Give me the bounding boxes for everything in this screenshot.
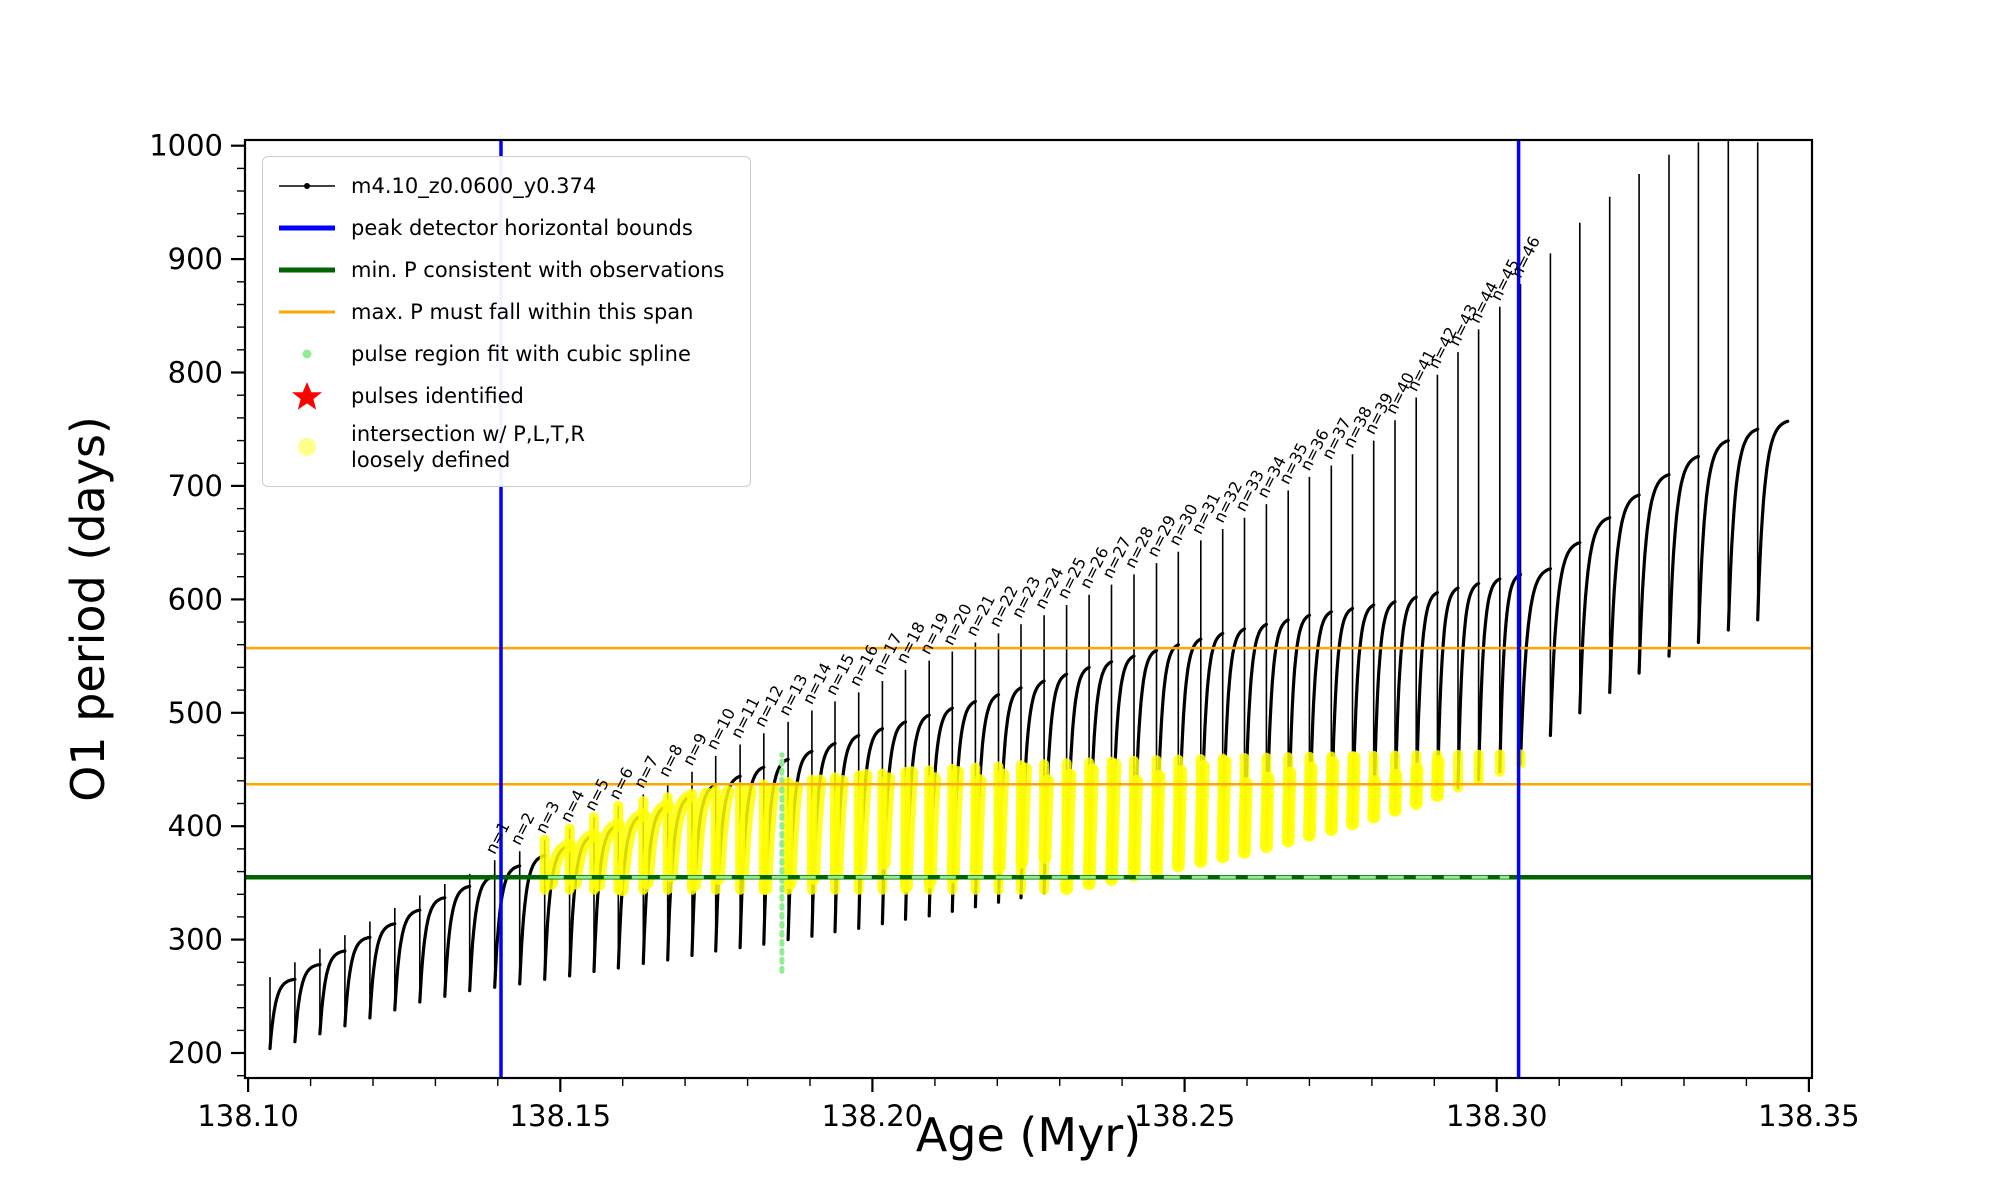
pulse-arc (293, 962, 322, 1044)
pulse-arc (418, 896, 447, 1004)
x-tick-label: 138.10 (197, 1099, 298, 1133)
legend-label: pulse region fit with cubic spline (351, 341, 691, 366)
x-tick-label: 138.25 (1134, 1099, 1235, 1133)
pulse-arc (318, 949, 347, 1036)
pulse-arc (468, 874, 497, 993)
pulse-arc (1608, 493, 1641, 695)
pulse-arc (393, 908, 422, 1012)
pulse-arc (1286, 613, 1312, 843)
pulse-arc (1756, 419, 1790, 622)
y-tick-label: 400 (168, 809, 223, 843)
pulse-arc (1350, 603, 1376, 826)
y-tick-label: 500 (168, 696, 223, 730)
legend-entry: min. P consistent with observations (275, 253, 724, 287)
legend-dot-small-icon (302, 349, 312, 359)
axes-frame: 138.10 138.15 138.20 138.25 138.30 138.35 200 3… (149, 129, 1859, 1133)
pulse-arc (1637, 473, 1671, 675)
pulse-arc (443, 884, 472, 998)
x-axis-label: Age (Myr) (915, 1108, 1142, 1162)
y-axis-label: O1 period (days) (61, 416, 115, 802)
y-tick-label: 1000 (149, 129, 223, 163)
legend-label: intersection w/ P,L,T,R loosely defined (351, 422, 585, 473)
pulse-arc (1435, 586, 1460, 798)
pulse-arc (1242, 622, 1269, 854)
pulse-arc (1176, 637, 1203, 868)
pulse-arc (1726, 427, 1760, 632)
pulse-arc (343, 935, 372, 1028)
pulse-number-label: n=46 (1507, 233, 1544, 281)
legend-label: pulses identified (351, 383, 524, 408)
legend-label: min. P consistent with observations (351, 257, 725, 282)
intersection-arc (664, 790, 695, 883)
pulse-arc (1548, 540, 1582, 738)
x-tick-label: 138.20 (822, 1099, 923, 1133)
y-tick-label: 200 (168, 1036, 223, 1070)
pulse-arc (1264, 618, 1290, 849)
pulse-arc (1307, 610, 1333, 837)
pulse-arc (1329, 606, 1355, 832)
x-tick-label: 138.30 (1446, 1099, 1547, 1133)
y-tick-label: 600 (168, 582, 223, 616)
legend-line-marker-icon (279, 183, 335, 189)
pulse-arc (1667, 454, 1701, 658)
legend-label: m4.10_z0.0600_y0.374 (351, 173, 597, 198)
intersection-points (539, 749, 1526, 896)
threshold-lines (245, 646, 1812, 880)
legend-dot-large-icon (298, 438, 316, 457)
pulse-labels: n=1n=2n=3n=4n=5n=6n=7n=8n=9n=10n=11n=12n… (481, 233, 1544, 857)
legend-entry: pulses identified (275, 379, 724, 413)
pulse-arc (1476, 577, 1502, 782)
pulse-arc (1578, 516, 1612, 715)
pulse-arc (368, 922, 397, 1020)
legend-entry: m4.10_z0.0600_y0.374 (275, 169, 724, 203)
legend-line-icon (279, 310, 335, 314)
legend-label: max. P must fall within this span (351, 299, 694, 324)
legend-star-icon (292, 382, 322, 410)
pulse-arc (1132, 648, 1159, 877)
legend-entry: pulse region fit with cubic spline (275, 337, 724, 371)
legend-entry: intersection w/ P,L,T,R loosely defined (275, 421, 724, 474)
pulse-arc (1456, 581, 1481, 790)
legend-label: peak detector horizontal bounds (351, 215, 693, 240)
y-tick-label: 300 (168, 923, 223, 957)
legend-line-thick-icon (279, 267, 335, 273)
pulse-arc (1696, 439, 1730, 645)
pulse-arc (1221, 627, 1247, 859)
axes-border (243, 138, 1814, 1080)
pulse-arc (1199, 631, 1225, 864)
x-tick-label: 138.35 (1758, 1099, 1859, 1133)
pulse-arc (1393, 595, 1418, 812)
pulse-arc (493, 864, 522, 989)
y-tick-label: 800 (168, 356, 223, 390)
pulse-arc (1414, 590, 1440, 806)
pulse-arc (1372, 599, 1397, 819)
legend-entry: peak detector horizontal bounds (275, 211, 724, 245)
y-tick-label: 700 (168, 469, 223, 503)
pulse-arc (1518, 567, 1553, 766)
y-tick-label: 900 (168, 242, 223, 276)
legend-entry: max. P must fall within this span (275, 295, 724, 329)
pulse-arc (268, 977, 297, 1051)
legend-line-thick-icon (279, 225, 335, 231)
x-tick-label: 138.15 (510, 1099, 611, 1133)
